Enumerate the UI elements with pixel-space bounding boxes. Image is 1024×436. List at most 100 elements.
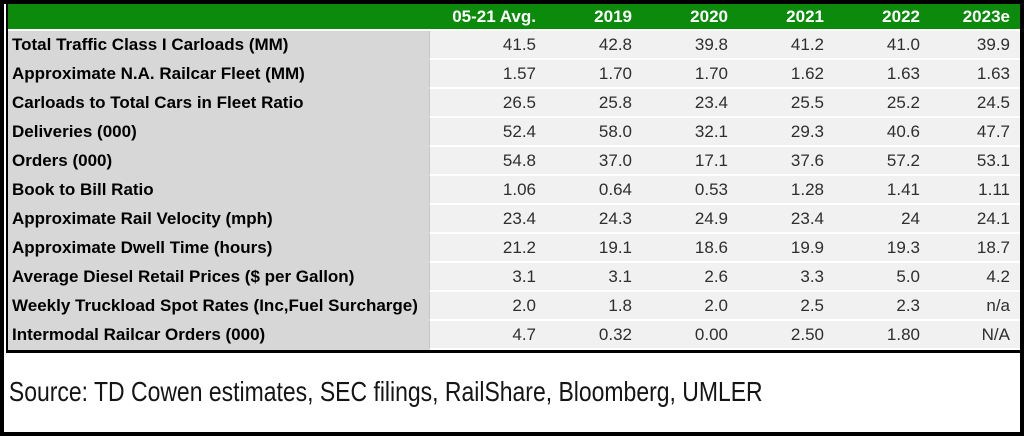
table-row: Average Diesel Retail Prices ($ per Gall… [8, 262, 1020, 292]
row-label: Approximate Rail Velocity (mph) [8, 204, 429, 234]
cell-value: 40.6 [834, 117, 930, 147]
table-row: Weekly Truckload Spot Rates (Inc,Fuel Su… [8, 291, 1020, 321]
table-row: Deliveries (000) 52.4 58.0 32.1 29.3 40.… [8, 117, 1020, 147]
cell-value: 39.8 [642, 30, 738, 60]
table-header-row: 05-21 Avg. 2019 2020 2021 2022 2023e [8, 4, 1020, 31]
row-label: Total Traffic Class I Carloads (MM) [8, 30, 429, 60]
cell-value: 1.70 [642, 59, 738, 89]
cell-value: 21.2 [428, 233, 546, 263]
cell-value: 0.32 [546, 320, 642, 350]
cell-value: 1.70 [546, 59, 642, 89]
cell-value: 1.63 [834, 59, 930, 89]
cell-value: 3.1 [546, 262, 642, 292]
cell-value: 18.6 [642, 233, 738, 263]
cell-value: 2.50 [738, 320, 834, 350]
table-row: Book to Bill Ratio 1.06 0.64 0.53 1.28 1… [8, 175, 1020, 205]
cell-value: 25.8 [546, 88, 642, 118]
cell-value: N/A [930, 320, 1020, 350]
cell-value: 41.0 [834, 30, 930, 60]
cell-value: 32.1 [642, 117, 738, 147]
cell-value: 24.5 [930, 88, 1020, 118]
column-header-2021: 2021 [738, 4, 834, 31]
column-header-2022: 2022 [834, 4, 930, 31]
cell-value: 0.53 [642, 175, 738, 205]
cell-value: 17.1 [642, 146, 738, 176]
row-label: Approximate Dwell Time (hours) [8, 233, 429, 263]
cell-value: 19.3 [834, 233, 930, 263]
cell-value: 24 [834, 204, 930, 234]
cell-value: 24.9 [642, 204, 738, 234]
cell-value: 2.0 [428, 291, 546, 321]
cell-value: 26.5 [428, 88, 546, 118]
cell-value: 1.11 [930, 175, 1020, 205]
metrics-table-container: 05-21 Avg. 2019 2020 2021 2022 2023e Tot… [6, 4, 1020, 353]
cell-value: 1.41 [834, 175, 930, 205]
row-label: Deliveries (000) [8, 117, 429, 147]
cell-value: 25.2 [834, 88, 930, 118]
cell-value: n/a [930, 291, 1020, 321]
cell-value: 1.28 [738, 175, 834, 205]
table-row: Total Traffic Class I Carloads (MM) 41.5… [8, 30, 1020, 60]
column-header-0521-avg: 05-21 Avg. [429, 4, 546, 31]
cell-value: 1.57 [428, 59, 546, 89]
cell-value: 24.3 [546, 204, 642, 234]
table-row: Carloads to Total Cars in Fleet Ratio 26… [8, 88, 1020, 118]
table-row: Orders (000) 54.8 37.0 17.1 37.6 57.2 53… [8, 146, 1020, 176]
row-label: Weekly Truckload Spot Rates (Inc,Fuel Su… [8, 291, 429, 321]
cell-value: 1.80 [834, 320, 930, 350]
cell-value: 53.1 [930, 146, 1020, 176]
cell-value: 3.3 [738, 262, 834, 292]
cell-value: 19.9 [738, 233, 834, 263]
cell-value: 24.1 [930, 204, 1020, 234]
cell-value: 18.7 [930, 233, 1020, 263]
row-label: Book to Bill Ratio [8, 175, 429, 205]
cell-value: 25.5 [738, 88, 834, 118]
cell-value: 19.1 [546, 233, 642, 263]
cell-value: 1.06 [428, 175, 546, 205]
cell-value: 29.3 [738, 117, 834, 147]
cell-value: 5.0 [834, 262, 930, 292]
cell-value: 23.4 [642, 88, 738, 118]
column-header-2019: 2019 [546, 4, 642, 31]
cell-value: 58.0 [546, 117, 642, 147]
column-header-blank [8, 4, 429, 31]
table-row: Approximate Rail Velocity (mph) 23.4 24.… [8, 204, 1020, 234]
row-label: Average Diesel Retail Prices ($ per Gall… [8, 262, 429, 292]
row-label: Approximate N.A. Railcar Fleet (MM) [8, 59, 429, 89]
cell-value: 37.6 [738, 146, 834, 176]
cell-value: 0.00 [642, 320, 738, 350]
cell-value: 57.2 [834, 146, 930, 176]
cell-value: 2.3 [834, 291, 930, 321]
cell-value: 23.4 [738, 204, 834, 234]
cell-value: 47.7 [930, 117, 1020, 147]
cell-value: 1.8 [546, 291, 642, 321]
source-note-area: Source: TD Cowen estimates, SEC filings,… [4, 353, 1020, 430]
cell-value: 52.4 [428, 117, 546, 147]
row-label: Orders (000) [8, 146, 429, 176]
cell-value: 41.5 [428, 30, 546, 60]
cell-value: 2.6 [642, 262, 738, 292]
cell-value: 42.8 [546, 30, 642, 60]
table-row: Intermodal Railcar Orders (000) 4.7 0.32… [8, 320, 1020, 350]
cell-value: 54.8 [428, 146, 546, 176]
metrics-table: 05-21 Avg. 2019 2020 2021 2022 2023e Tot… [8, 4, 1020, 350]
cell-value: 23.4 [428, 204, 546, 234]
cell-value: 1.62 [738, 59, 834, 89]
cell-value: 4.2 [930, 262, 1020, 292]
cell-value: 2.5 [738, 291, 834, 321]
cell-value: 2.0 [642, 291, 738, 321]
cell-value: 3.1 [428, 262, 546, 292]
cell-value: 1.63 [930, 59, 1020, 89]
cell-value: 37.0 [546, 146, 642, 176]
cell-value: 41.2 [738, 30, 834, 60]
source-note: Source: TD Cowen estimates, SEC filings,… [8, 375, 763, 407]
row-label: Carloads to Total Cars in Fleet Ratio [8, 88, 429, 118]
row-label: Intermodal Railcar Orders (000) [8, 320, 429, 350]
table-row: Approximate Dwell Time (hours) 21.2 19.1… [8, 233, 1020, 263]
cell-value: 0.64 [546, 175, 642, 205]
column-header-2023e: 2023e [930, 4, 1020, 31]
column-header-2020: 2020 [642, 4, 738, 31]
table-row: Approximate N.A. Railcar Fleet (MM) 1.57… [8, 59, 1020, 89]
cell-value: 39.9 [930, 30, 1020, 60]
